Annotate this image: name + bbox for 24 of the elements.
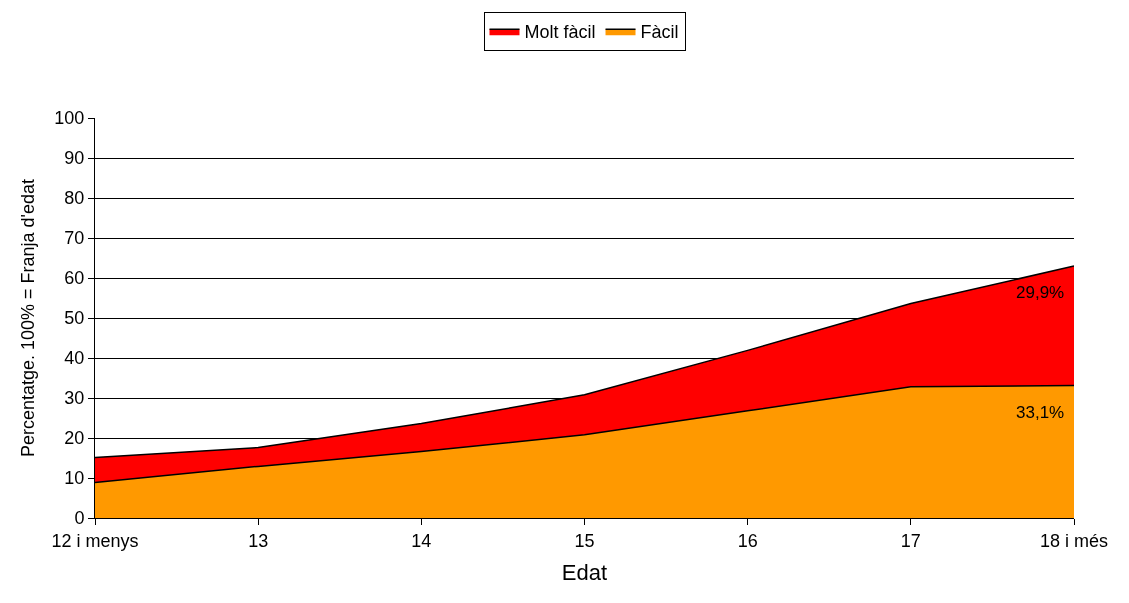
y-tick-label: 10: [64, 468, 85, 489]
y-axis-title: Percentatge. 100% = Franja d'edat: [17, 178, 38, 458]
x-tick-label: 18 i més: [1039, 530, 1109, 551]
y-tick-label: 50: [64, 308, 85, 329]
x-tick-label: 16: [737, 530, 758, 551]
y-tick-label: 90: [64, 148, 85, 169]
y-tick-label: 100: [54, 108, 85, 129]
legend-label: Fàcil: [640, 22, 679, 43]
x-tick-label: 17: [900, 530, 921, 551]
x-tick-label: 14: [411, 530, 432, 551]
x-tick-label: 12 i menys: [51, 530, 139, 551]
legend-label: Molt fàcil: [524, 22, 596, 43]
y-tick-label: 80: [64, 188, 85, 209]
y-tick-label: 60: [64, 268, 85, 289]
y-tick-label: 40: [64, 348, 85, 369]
y-tick-label: 30: [64, 388, 85, 409]
y-tick-label: 70: [64, 228, 85, 249]
x-tick-label: 15: [574, 530, 595, 551]
x-axis-title: Edat: [561, 560, 608, 586]
data-label: 33,1%: [1016, 403, 1065, 422]
y-tick-label: 20: [64, 428, 85, 449]
y-tick-label: 0: [74, 508, 85, 529]
x-tick-label: 13: [248, 530, 269, 551]
data-label: 29,9%: [1016, 283, 1065, 302]
